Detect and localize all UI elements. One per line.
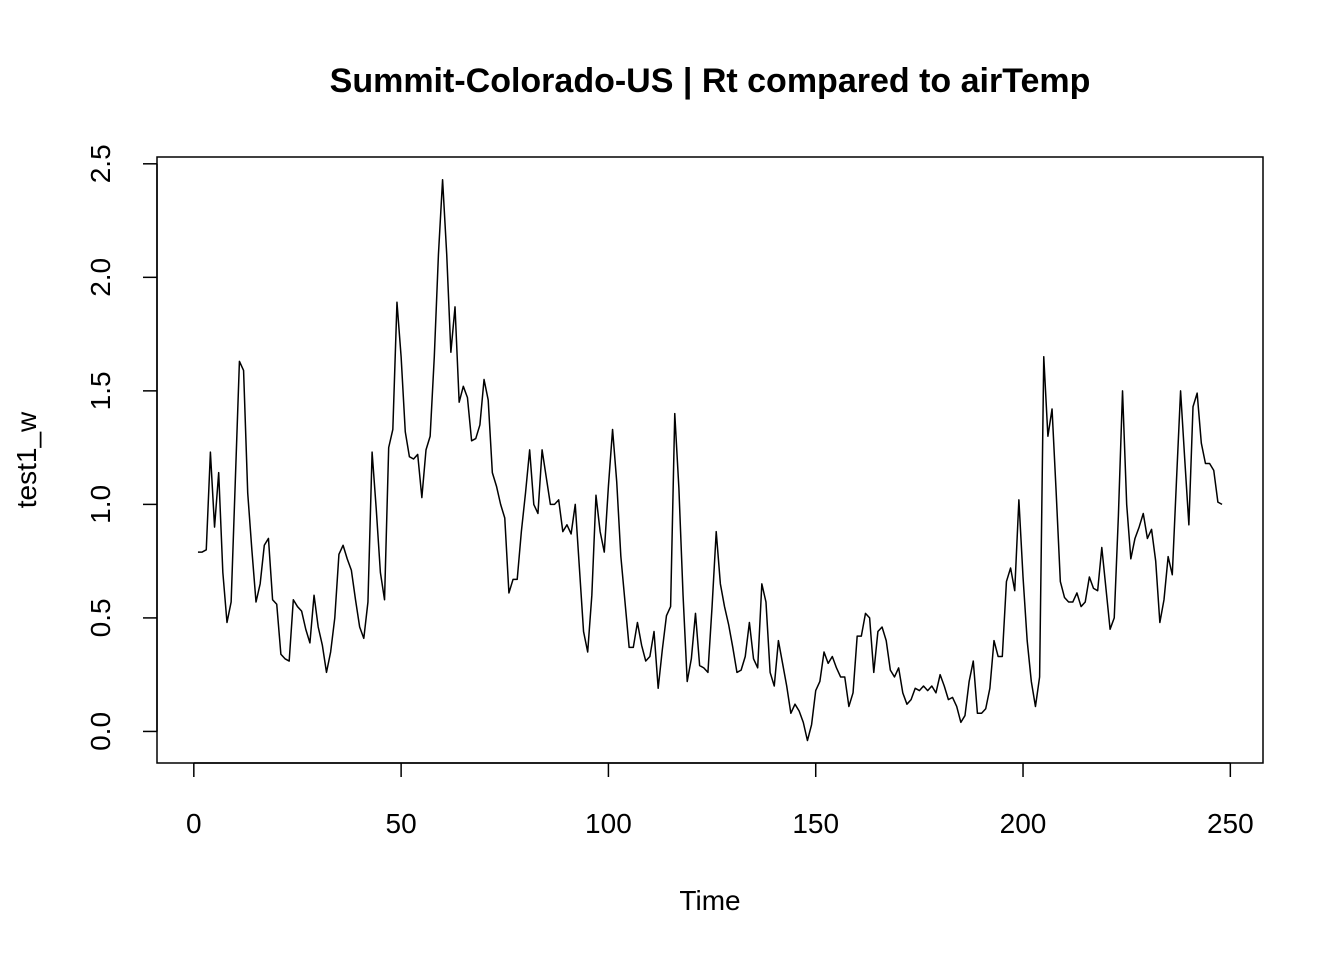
y-tick-label: 0.0 [85, 712, 116, 751]
x-tick-label: 150 [792, 808, 839, 839]
x-tick-label: 50 [386, 808, 417, 839]
y-tick-label: 2.5 [85, 144, 116, 183]
data-line [197, 178, 1223, 742]
chart-title: Summit-Colorado-US | Rt compared to airT… [330, 62, 1091, 100]
x-tick-label: 0 [186, 808, 202, 839]
plot-frame [156, 156, 1264, 764]
y-tick-label: 2.0 [85, 258, 116, 297]
x-tick-label: 200 [1000, 808, 1047, 839]
y-tick-label: 0.5 [85, 598, 116, 637]
x-axis-label: Time [679, 885, 740, 916]
y-axis-label: test1_w [11, 411, 42, 508]
y-tick-label: 1.0 [85, 485, 116, 524]
y-tick-label: 1.5 [85, 371, 116, 410]
x-tick-label: 100 [585, 808, 632, 839]
x-tick-label: 250 [1207, 808, 1254, 839]
